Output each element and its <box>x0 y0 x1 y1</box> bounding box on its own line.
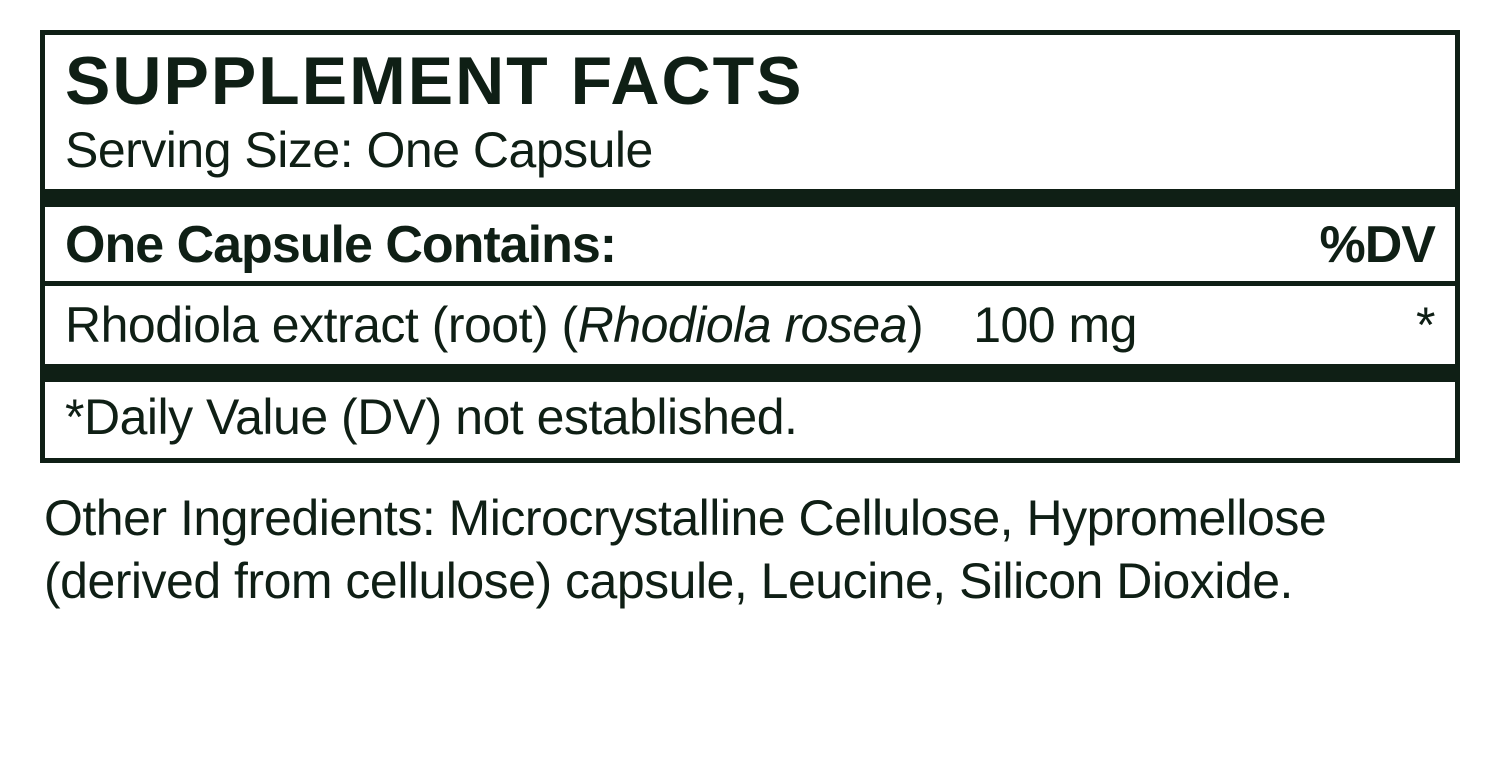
supplement-facts-panel: SUPPLEMENT FACTS Serving Size: One Capsu… <box>40 30 1460 463</box>
ingredient-amount: 100 mg <box>973 296 1137 354</box>
panel-title: SUPPLEMENT FACTS <box>45 35 1455 117</box>
ingredient-row: Rhodiola extract (root) (Rhodiola rosea)… <box>45 286 1455 364</box>
dv-footnote: *Daily Value (DV) not established. <box>45 382 1455 458</box>
dv-header: %DV <box>1320 215 1435 275</box>
ingredient-name-suffix: ) <box>907 297 923 353</box>
ingredient-dv: * <box>1416 296 1435 354</box>
thick-rule-bottom <box>45 364 1455 382</box>
contains-header-row: One Capsule Contains: %DV <box>45 207 1455 281</box>
other-ingredients: Other Ingredients: Microcrystalline Cell… <box>40 463 1460 612</box>
serving-size-value: One Capsule <box>367 122 653 178</box>
ingredient-name-prefix: Rhodiola extract (root) ( <box>65 297 578 353</box>
ingredient-name: Rhodiola extract (root) (Rhodiola rosea) <box>65 296 923 354</box>
contains-label: One Capsule Contains: <box>65 215 616 275</box>
serving-size-label: Serving Size: <box>65 122 353 178</box>
ingredient-name-italic: Rhodiola rosea <box>578 297 907 353</box>
serving-size: Serving Size: One Capsule <box>45 117 1455 189</box>
thick-rule-top <box>45 189 1455 207</box>
